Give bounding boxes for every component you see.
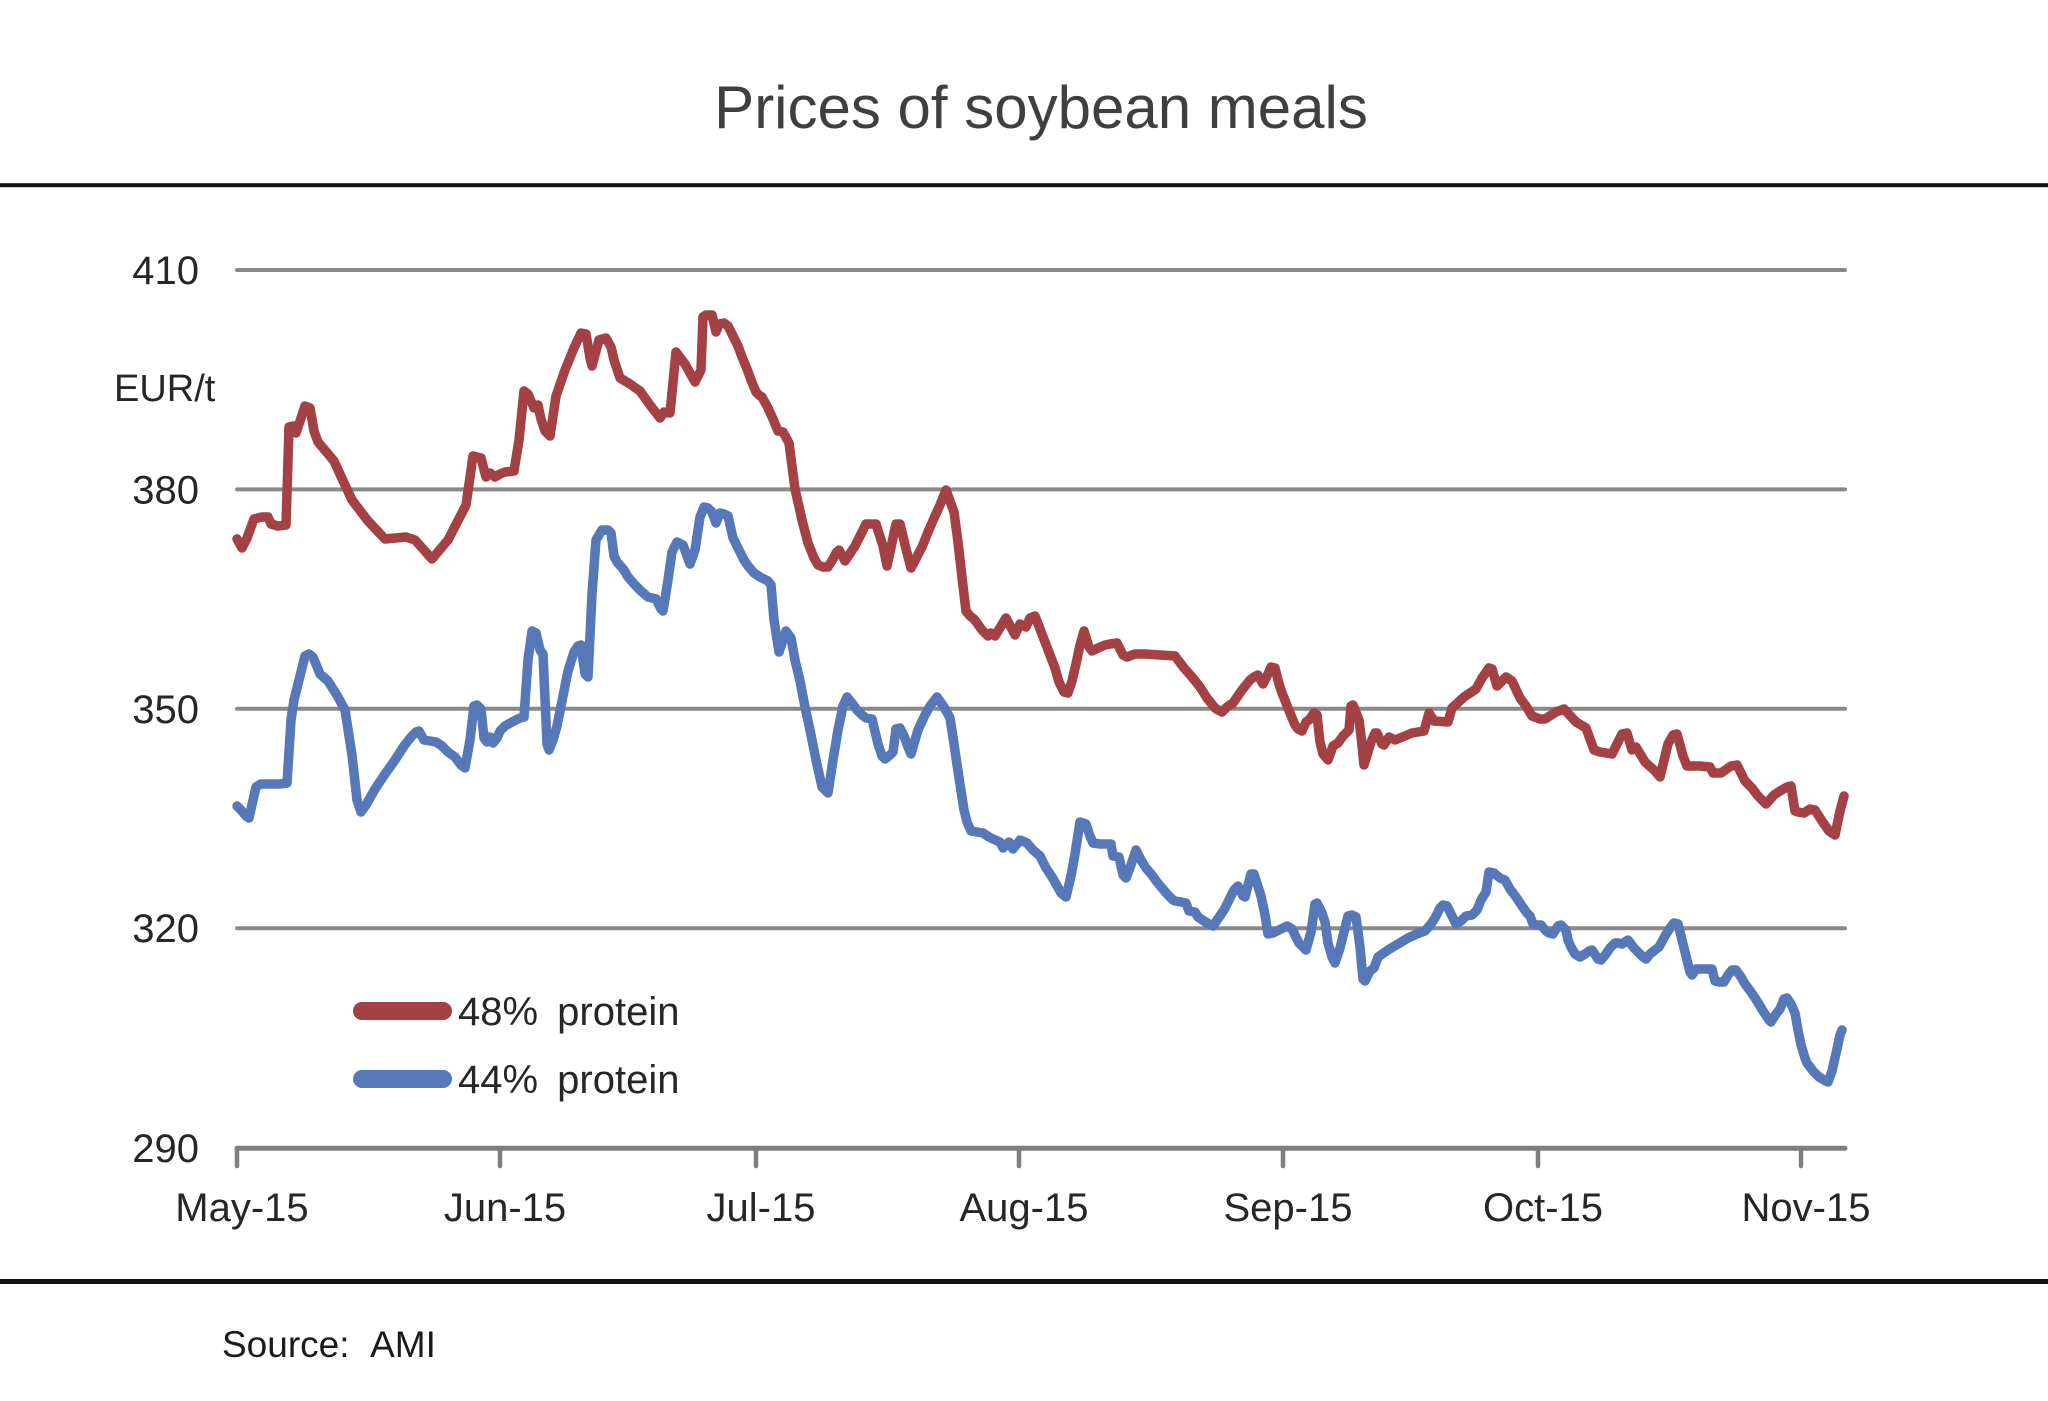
svg-text:EUR/t: EUR/t: [114, 368, 216, 410]
svg-text:290: 290: [132, 1127, 199, 1171]
svg-text:Sep-15: Sep-15: [1224, 1186, 1353, 1230]
svg-text:Oct-15: Oct-15: [1483, 1186, 1603, 1230]
svg-text:380: 380: [132, 468, 199, 512]
svg-text:Aug-15: Aug-15: [960, 1186, 1089, 1230]
svg-text:48% protein: 48% protein: [458, 990, 679, 1034]
svg-text:Source: AMI: Source: AMI: [222, 1324, 436, 1365]
svg-text:Jun-15: Jun-15: [444, 1186, 566, 1230]
svg-text:Jul-15: Jul-15: [707, 1186, 816, 1230]
svg-text:Nov-15: Nov-15: [1742, 1186, 1871, 1230]
svg-text:410: 410: [132, 249, 199, 293]
svg-text:44% protein: 44% protein: [458, 1058, 679, 1102]
svg-text:Prices of soybean meals: Prices of soybean meals: [714, 74, 1368, 141]
svg-text:350: 350: [132, 688, 199, 732]
svg-text:320: 320: [132, 907, 199, 951]
svg-text:May-15: May-15: [175, 1186, 308, 1230]
